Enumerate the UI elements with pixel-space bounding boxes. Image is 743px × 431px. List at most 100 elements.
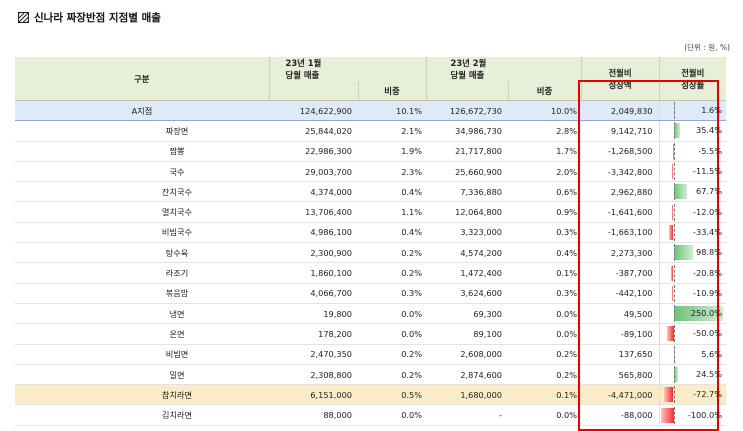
header-category: 구분 [15,57,269,101]
table-row: 잔치국수 4,374,000 0.4% 7,336,880 0.6% 2,962,880 6… [15,181,726,203]
cell-mom-amount: -387,700 [581,262,659,284]
cell-jan-sales: 4,374,000 [269,181,358,203]
cell-name: 김치라면 [15,404,269,426]
growth-rate-label: -5.5% [698,145,722,156]
cell-jan-share: 1.9% [358,141,426,162]
cell-name: 온면 [15,323,269,345]
cell-feb-sales: 4,574,200 [426,242,508,264]
table-row: A지점 124,622,900 10.1% 126,672,730 10.0% 2,049… [15,99,726,122]
growth-rate-bar [664,387,674,403]
growth-rate-label: -72.7% [693,389,722,400]
cell-name: 짜장면 [15,120,269,142]
cell-name: 멸치국수 [15,201,269,223]
unit-note: (단위 : 원, %) [684,43,730,52]
cell-feb-share: 10.0% [508,99,581,122]
cell-feb-sales: 21,717,800 [426,141,508,162]
cell-jan-sales: 19,800 [269,303,358,325]
growth-rate-bar [672,285,674,301]
cell-mom-amount: -88,000 [581,404,659,426]
growth-rate-label: -20.8% [693,267,722,278]
header-feb-line1: 23년 2월 [450,58,487,68]
cell-feb-sales: 89,100 [426,323,508,345]
header-jan-sales: 23년 1월 당월 매출 [268,57,426,81]
table-row: 밀면 2,308,800 0.2% 2,874,600 0.2% 565,800 24.5% [15,364,726,386]
cell-mom-amount: -442,100 [581,283,659,304]
cell-mom-rate: -11.5% [658,161,726,183]
growth-rate-label: -10.9% [693,287,722,298]
cell-mom-rate: -12.0% [658,201,726,223]
cell-name: 참치라면 [15,384,269,406]
growth-rate-bar [673,306,723,322]
cell-jan-share: 0.3% [358,283,426,304]
cell-mom-rate: 24.5% [658,364,726,386]
table-row: 짬뽕 22,986,300 1.9% 21,717,800 1.7% -1,268,500… [15,141,726,162]
cell-name: 볶음밥 [15,283,269,304]
cell-jan-share: 0.2% [358,242,426,264]
growth-rate-bar [660,407,674,423]
table-row: 탕수육 2,300,900 0.2% 4,574,200 0.4% 2,273,300 98… [15,242,726,264]
cell-feb-sales: 34,986,730 [426,120,508,142]
cell-feb-share: 0.6% [508,181,581,203]
bar-axis-line [673,386,675,404]
header-mom-rate-line2: 성장률 [681,79,705,90]
cell-name: 탕수육 [15,242,269,264]
cell-mom-rate: 35.4% [658,120,726,142]
cell-feb-share: 0.4% [508,242,581,264]
growth-rate-bar [670,265,674,281]
cell-jan-share: 10.1% [358,99,426,122]
sales-table: 구분 23년 1월 당월 매출 23년 2월 당월 매출 전월비 성장액 전월비… [15,57,726,426]
header-mom-rate: 전월비 성장률 [658,57,726,101]
cell-jan-sales: 88,000 [269,404,358,426]
cell-name: 국수 [15,161,269,183]
growth-rate-bar [673,123,681,139]
cell-jan-share: 0.2% [358,344,426,365]
bar-axis-line [673,406,675,424]
cell-feb-sales: 69,300 [426,303,508,325]
table-row: 볶음밥 4,066,700 0.3% 3,624,600 0.3% -442,100 -10… [15,283,726,304]
cell-feb-sales: 25,660,900 [426,161,508,183]
cell-jan-share: 0.0% [358,323,426,345]
header-feb-sales: 23년 2월 당월 매출 [425,57,581,81]
table-row: 국수 29,003,700 2.3% 25,660,900 2.0% -3,342,800… [15,161,726,183]
cell-jan-share: 1.1% [358,201,426,223]
cell-jan-sales: 29,003,700 [269,161,358,183]
bar-axis-line [673,284,675,302]
growth-rate-label: -33.4% [693,226,722,237]
cell-jan-sales: 13,706,400 [269,201,358,223]
cell-feb-sales: 1,680,000 [426,384,508,406]
cell-name: 라조기 [15,262,269,284]
cell-mom-amount: -1,268,500 [581,141,659,162]
header-feb-share: 비중 [507,81,581,101]
cell-jan-share: 0.0% [358,404,426,426]
cell-feb-sales: 126,672,730 [426,99,508,122]
cell-feb-share: 0.0% [508,323,581,345]
table-row: 비빔면 2,470,350 0.2% 2,608,000 0.2% 137,650 5.6% [15,344,726,365]
header-jan-share: 비중 [357,81,426,101]
bar-axis-line [673,142,675,160]
growth-rate-label: 67.7% [695,186,722,197]
cell-mom-amount: 49,500 [581,303,659,325]
cell-feb-sales: 3,323,000 [426,222,508,244]
cell-mom-rate: -10.9% [658,283,726,304]
cell-mom-rate: -100.0% [658,404,726,426]
growth-rate-bar [673,245,693,261]
cell-name: 잔치국수 [15,181,269,203]
growth-rate-bar [669,224,674,240]
bar-axis-line [673,223,675,241]
cell-name: 비빔면 [15,344,269,365]
cell-feb-sales: 2,608,000 [426,344,508,365]
growth-rate-bar [667,326,674,342]
cell-jan-sales: 2,300,900 [269,242,358,264]
table-row: 라조기 1,860,100 0.2% 1,472,400 0.1% -387,700 -20… [15,262,726,284]
cell-mom-amount: 2,962,880 [581,181,659,203]
cell-mom-amount: -3,342,800 [581,161,659,183]
cell-mom-amount: -89,100 [581,323,659,345]
growth-rate-label: -50.0% [693,328,722,339]
report-title-text: 신나라 짜장반점 지점별 매출 [34,11,161,24]
table-row: 비빔국수 4,986,100 0.4% 3,323,000 0.3% -1,663,100… [15,222,726,244]
header-mom-amount-line1: 전월비 [608,67,632,78]
growth-rate-label: 250.0% [690,308,722,319]
bar-axis-line [673,325,675,343]
cell-name: 밀면 [15,364,269,386]
cell-mom-amount: 2,273,300 [581,242,659,264]
